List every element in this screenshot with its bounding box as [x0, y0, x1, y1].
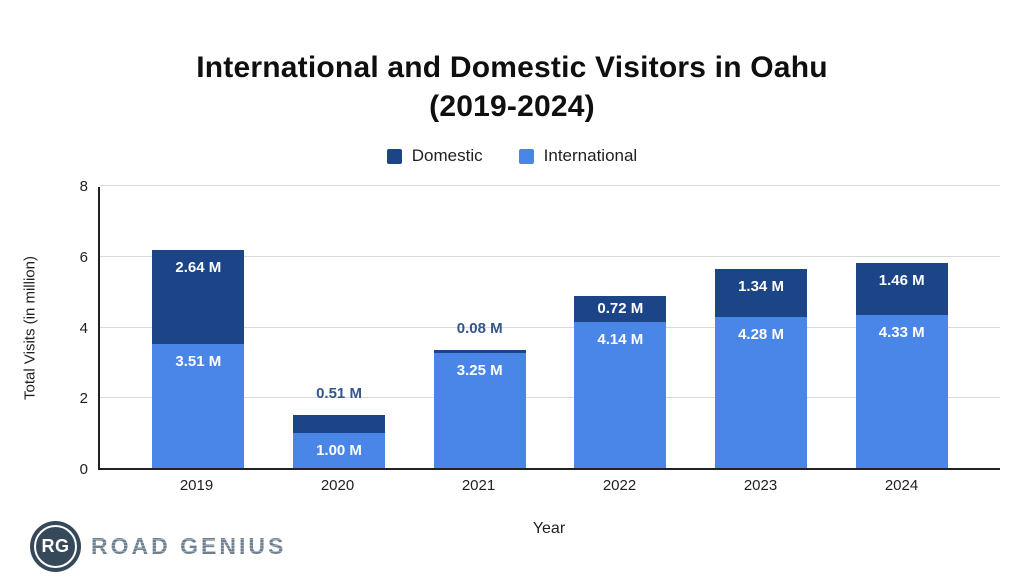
y-tick-label-0: 0: [79, 461, 88, 478]
international-value-label: 4.14 M: [597, 330, 644, 348]
bar-2022: 0.72 M 4.14 M: [574, 296, 667, 468]
bar-slot-2020: 0.51 M 1.00 M: [269, 187, 410, 468]
y-axis-ticks: 0 2 4 6 8: [0, 178, 88, 478]
domestic-value-label: 2.64 M: [175, 259, 222, 277]
international-segment-2024: 4.33 M: [855, 314, 948, 468]
chart-title: International and Domestic Visitors in O…: [0, 48, 1024, 126]
y-tick-label-6: 6: [79, 248, 88, 266]
x-tick-label-2022: 2022: [602, 477, 637, 494]
bar-2019: 2.64 M 3.51 M: [152, 250, 245, 468]
gridline-6: [100, 255, 1000, 257]
bar-2020: 1.00 M: [293, 414, 385, 468]
bar-2023: 1.34 M 4.28 M: [715, 269, 808, 468]
brand-logo: RG ROAD GENIUS: [30, 521, 286, 572]
domestic-segment-2019: 2.64 M: [152, 250, 245, 344]
chart-title-line2: (2019-2024): [429, 90, 595, 123]
international-segment-2019: 3.51 M: [152, 343, 245, 468]
x-axis-title: Year: [532, 520, 566, 537]
domestic-segment-2021: [433, 350, 526, 354]
international-value-label: 3.25 M: [456, 362, 503, 380]
domestic-segment-2024: 1.46 M: [855, 263, 948, 315]
gridline-8: [100, 185, 1000, 186]
x-tick-label-2019: 2019: [179, 477, 214, 494]
y-tick-label-8: 8: [79, 178, 88, 195]
x-tick-label-2023: 2023: [743, 477, 778, 494]
brand-badge-text: RG: [41, 536, 70, 556]
legend-label: International: [543, 146, 638, 165]
international-segment-2022: 4.14 M: [574, 321, 667, 468]
international-value-label: 3.51 M: [175, 352, 222, 370]
y-tick-label-4: 4: [79, 319, 88, 337]
bar-slot-2023: 1.34 M 4.28 M: [691, 187, 832, 468]
domestic-value-label-above: 0.51 M: [316, 384, 362, 402]
legend-swatch-domestic: [386, 148, 402, 164]
international-value-label: 1.00 M: [316, 441, 362, 459]
domestic-value-label: 1.34 M: [738, 278, 784, 296]
domestic-segment-2020: [293, 414, 385, 433]
legend: Domestic International: [0, 146, 1024, 166]
legend-swatch-international: [518, 148, 534, 164]
legend-label: Domestic: [411, 146, 483, 165]
bar-slot-2019: 2.64 M 3.51 M: [128, 187, 269, 468]
x-axis-ticks: 2019 2020 2021 2022 2023 2024: [126, 477, 972, 494]
gridline-2: [100, 397, 1000, 399]
bar-slot-2021: 0.08 M 3.25 M: [409, 187, 550, 468]
brand-badge: RG: [30, 521, 81, 572]
bar-2024: 1.46 M 4.33 M: [855, 263, 948, 468]
x-tick-label-2020: 2020: [320, 477, 355, 494]
gridline-4: [100, 326, 1000, 328]
international-segment-2021: 3.25 M: [433, 353, 526, 468]
bar-slot-2024: 1.46 M 4.33 M: [831, 187, 972, 468]
legend-item-domestic: Domestic: [386, 146, 483, 166]
y-tick-label-2: 2: [79, 390, 88, 408]
domestic-value-label: 0.72 M: [597, 300, 644, 318]
x-tick-label-2021: 2021: [461, 477, 496, 494]
x-tick-label-2024: 2024: [884, 477, 919, 494]
international-segment-2020: 1.00 M: [293, 432, 385, 468]
international-value-label: 4.28 M: [738, 325, 784, 343]
legend-item-international: International: [518, 146, 638, 166]
bars-layer: 2.64 M 3.51 M 0.51 M 1.00 M 0.08 M 3.25 M 0.72…: [100, 187, 1000, 468]
bar-2021: 3.25 M: [433, 350, 526, 468]
brand-badge-ring: RG: [34, 525, 77, 568]
domestic-segment-2023: 1.34 M: [715, 269, 808, 317]
plot-area: 2.64 M 3.51 M 0.51 M 1.00 M 0.08 M 3.25 M 0.72…: [98, 185, 1000, 470]
domestic-value-label-above: 0.08 M: [456, 320, 503, 338]
domestic-segment-2022: 0.72 M: [574, 296, 667, 322]
chart-title-line1: International and Domestic Visitors in O…: [196, 51, 828, 84]
international-value-label: 4.33 M: [878, 323, 925, 341]
brand-name: ROAD GENIUS: [91, 533, 287, 559]
international-segment-2023: 4.28 M: [715, 316, 808, 468]
domestic-value-label: 1.46 M: [878, 272, 925, 290]
bar-slot-2022: 0.72 M 4.14 M: [550, 187, 691, 468]
